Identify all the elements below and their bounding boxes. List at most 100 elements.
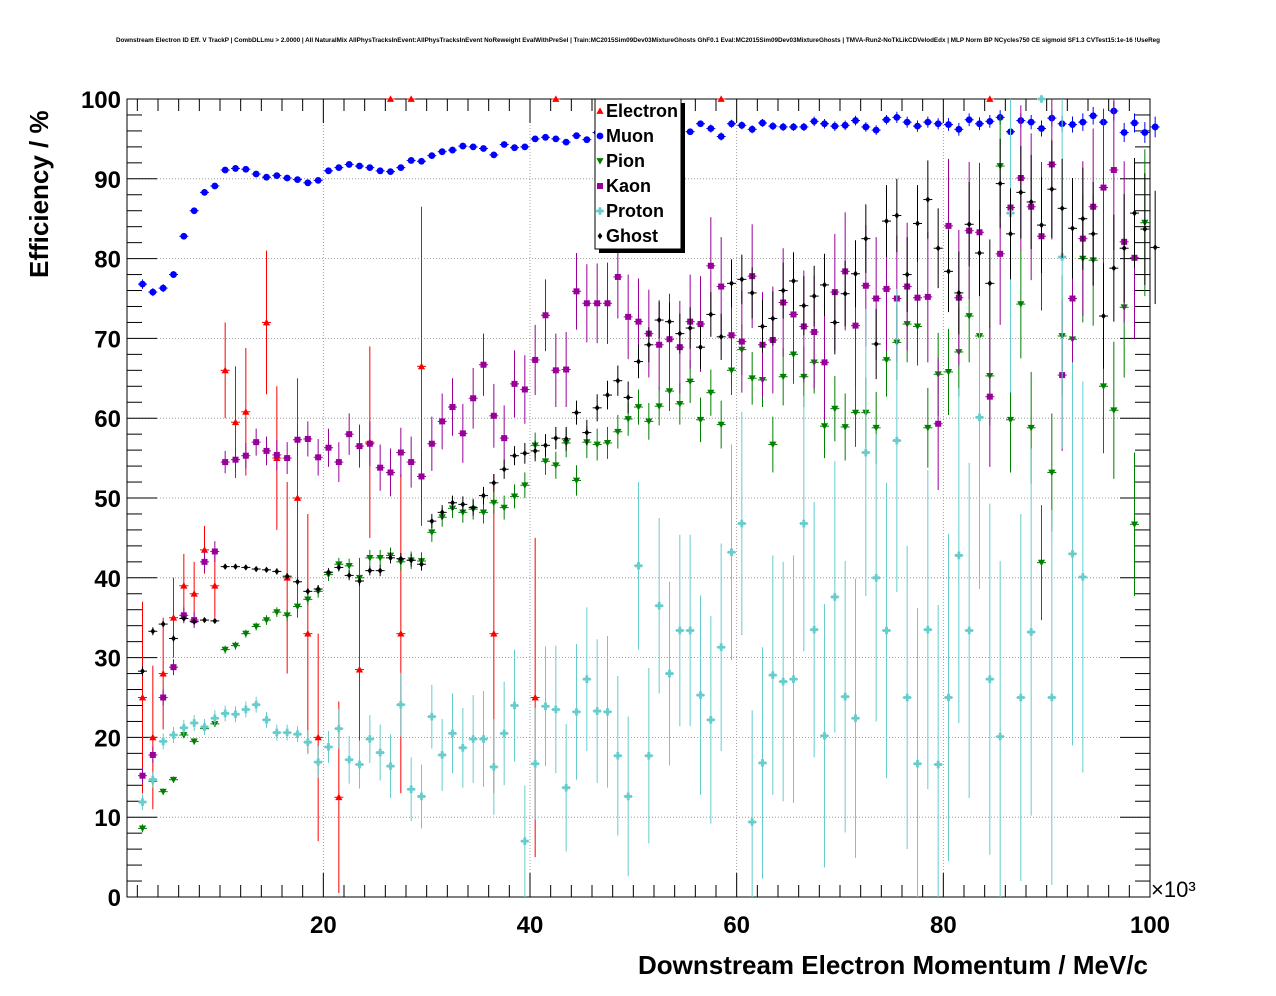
muon-marker: [335, 164, 343, 172]
ghost-marker: [977, 249, 982, 257]
ghost-point: [1140, 173, 1150, 285]
ghost-point: [861, 204, 871, 273]
proton-marker: [779, 677, 787, 686]
electron-marker: [717, 95, 725, 102]
pion-marker: [779, 373, 787, 381]
kaon-point: [448, 378, 457, 436]
pion-point: [644, 403, 654, 440]
proton-marker: [262, 716, 271, 724]
muon-point: [768, 122, 778, 131]
pion-marker: [696, 416, 705, 424]
pion-marker: [1006, 416, 1015, 424]
ghost-point: [148, 627, 158, 636]
pion-point: [272, 607, 282, 617]
ghost-point: [944, 230, 953, 313]
muon-point: [1130, 113, 1139, 133]
electron-marker: [386, 95, 395, 102]
ghost-point: [613, 365, 623, 396]
muon-marker: [955, 125, 963, 133]
kaon-marker: [573, 288, 580, 295]
kaon-marker: [201, 558, 208, 565]
muon-marker: [159, 284, 167, 292]
proton-marker: [645, 751, 653, 760]
ghost-marker: [470, 504, 476, 511]
kaon-point: [933, 357, 943, 491]
pion-point: [778, 347, 788, 406]
pion-point: [220, 645, 230, 654]
proton-marker: [996, 732, 1004, 741]
kaon-point: [623, 274, 633, 360]
kaon-marker: [1069, 295, 1076, 302]
proton-point: [448, 693, 457, 774]
electron-point: [551, 95, 561, 102]
proton-marker: [727, 548, 736, 557]
proton-point: [479, 691, 488, 787]
proton-marker: [913, 759, 922, 768]
ghost-point: [551, 426, 561, 450]
ghost-marker: [1070, 225, 1075, 232]
muon-point: [169, 271, 178, 278]
proton-point: [1078, 381, 1088, 773]
kaon-point: [561, 332, 571, 408]
series-electron: [138, 95, 995, 894]
kaon-point: [200, 552, 209, 572]
pion-marker: [221, 646, 229, 654]
muon-marker: [314, 176, 322, 184]
proton-point: [830, 461, 840, 733]
pion-marker: [965, 313, 973, 320]
muon-point: [561, 138, 571, 146]
ghost-marker: [181, 615, 187, 622]
proton-marker: [893, 436, 901, 445]
legend-entry-electron: Electron: [596, 101, 678, 121]
proton-point: [603, 636, 612, 788]
electron-marker: [407, 95, 415, 102]
pion-marker: [748, 375, 756, 382]
ghost-marker: [749, 289, 755, 297]
ghost-marker: [253, 565, 259, 573]
pion-point: [189, 738, 199, 745]
y-tick-label: 50: [94, 486, 121, 513]
proton-point: [871, 434, 881, 722]
proton-point: [944, 533, 953, 862]
x-axis-multiplier: ×10³: [1151, 877, 1196, 902]
muon-marker: [883, 116, 890, 124]
ghost-marker: [1018, 189, 1024, 196]
electron-marker: [397, 630, 405, 637]
ghost-point: [479, 486, 488, 505]
pion-marker: [717, 421, 725, 429]
proton-marker: [180, 724, 188, 732]
pion-marker: [1110, 407, 1118, 414]
proton-point: [468, 695, 478, 783]
muon-marker: [697, 120, 704, 128]
muon-point: [727, 119, 736, 128]
proton-marker: [872, 574, 880, 582]
muon-point: [572, 132, 581, 140]
electron-point: [220, 322, 230, 419]
legend: Electron Muon Pion Kaon Proton Ghost: [594, 98, 685, 253]
muon-point: [778, 122, 788, 131]
y-tick-label: 100: [81, 87, 121, 114]
ghost-marker: [481, 492, 486, 499]
ghost-point: [262, 566, 271, 574]
muon-marker: [707, 125, 715, 132]
ghost-point: [696, 325, 705, 369]
muon-point: [913, 120, 922, 132]
proton-marker: [376, 748, 384, 757]
ghost-point: [561, 426, 571, 451]
ghost-marker: [718, 333, 724, 341]
ghost-point: [520, 442, 530, 464]
ghost-marker: [212, 617, 218, 625]
muon-marker: [480, 145, 487, 152]
ghost-point: [386, 552, 395, 564]
muon-point: [799, 122, 809, 131]
legend-label-proton: Proton: [606, 201, 664, 221]
ghost-point: [334, 563, 344, 572]
electron-marker: [159, 669, 167, 677]
proton-marker: [882, 626, 891, 635]
ghost-point: [396, 553, 406, 565]
pion-marker: [1027, 424, 1035, 432]
ghost-marker: [811, 292, 817, 300]
legend-box: [594, 98, 682, 250]
proton-point: [768, 555, 778, 795]
pion-marker: [831, 405, 839, 413]
